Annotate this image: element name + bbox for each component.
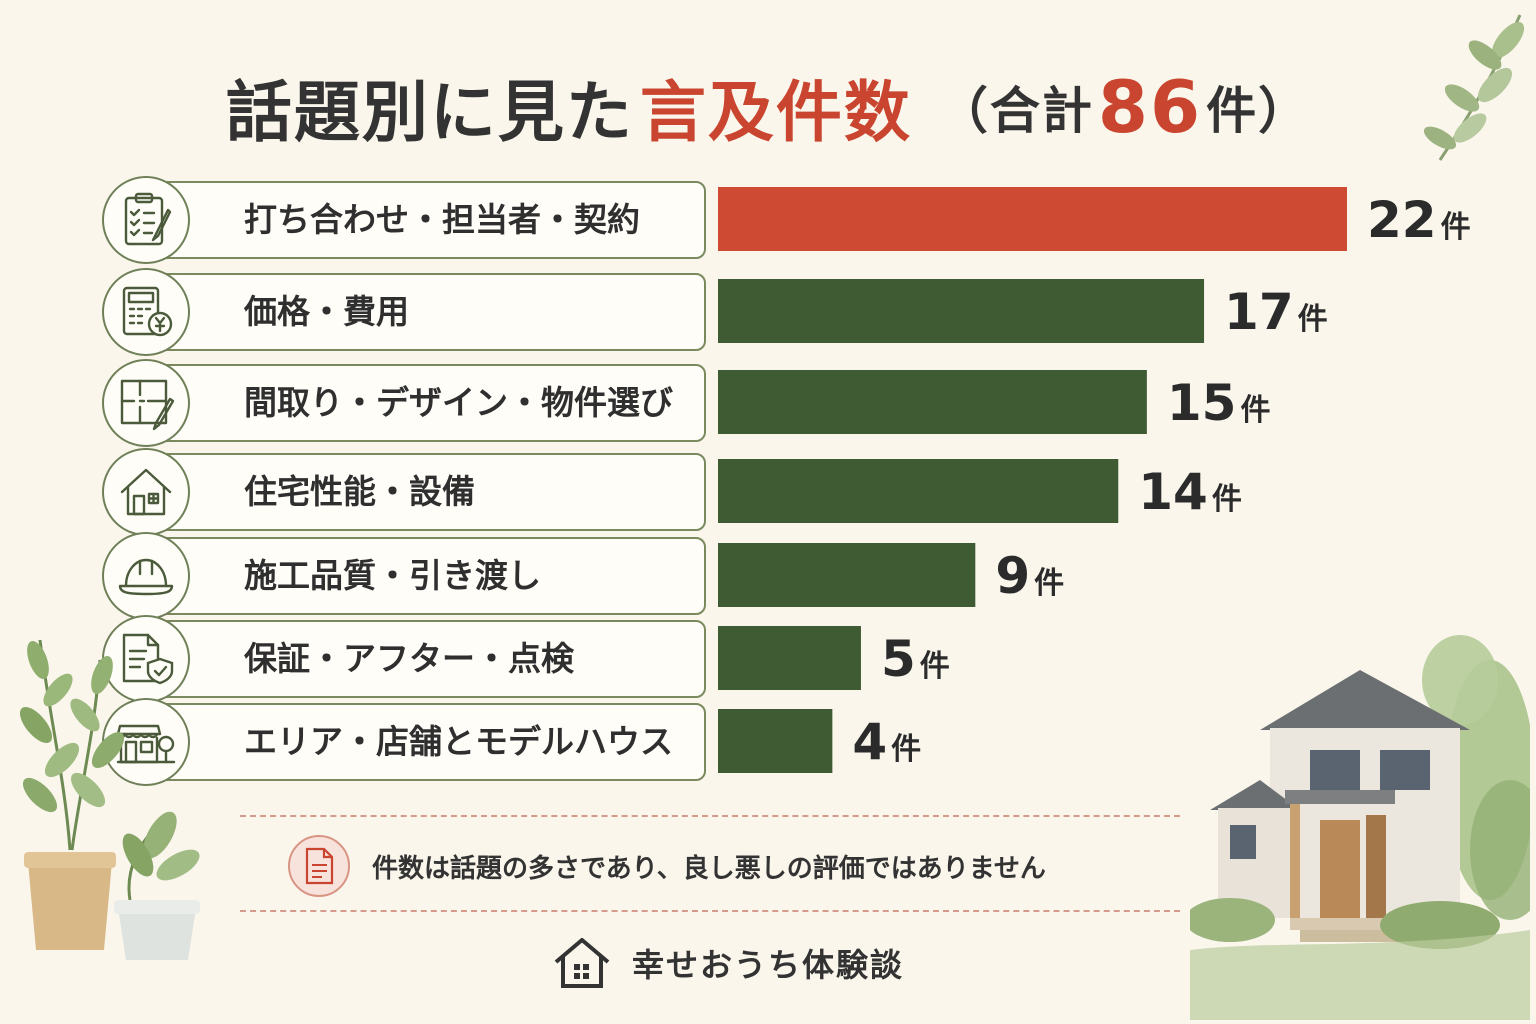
category-label: 住宅性能・設備 xyxy=(244,472,475,511)
bar xyxy=(718,459,1119,523)
category-label-box xyxy=(132,537,706,615)
bar xyxy=(718,279,1205,343)
brand: 幸せおうち体験談 xyxy=(552,930,904,996)
bar-chart: 22 件 17 件 15 件 14 件 9 件 5 件 4 件 xyxy=(718,187,1471,773)
potted-plant-icon xyxy=(19,639,200,960)
title-paren-close: 件） xyxy=(1206,82,1311,140)
brand-name: 幸せおうち体験談 xyxy=(632,946,905,984)
divider-bottom xyxy=(240,910,1180,912)
category-label: エリア・店舗とモデルハウス xyxy=(244,722,673,761)
category-label: 価格・費用 xyxy=(244,292,409,331)
bar xyxy=(718,709,833,773)
title-total: 86 xyxy=(1097,65,1203,149)
category-label: 保証・アフター・点検 xyxy=(244,639,574,678)
calculator-yen-icon xyxy=(102,268,190,356)
category-label-box xyxy=(132,620,706,698)
document-icon xyxy=(288,835,350,897)
bar xyxy=(718,187,1347,251)
chart-title: 話題別に見た 言及件数 （合計 86 件） xyxy=(0,52,1536,162)
disclaimer-text: 件数は話題の多さであり、良し悪しの評価ではありません xyxy=(372,853,1046,884)
house-icon xyxy=(554,938,610,988)
bar xyxy=(718,626,861,690)
clipboard-checklist-icon xyxy=(102,176,190,264)
category-label: 打ち合わせ・担当者・契約 xyxy=(244,200,640,239)
title-main: 話題別に見た xyxy=(225,74,634,151)
category-label: 間取り・デザイン・物件選び xyxy=(244,383,673,422)
floorplan-pencil-icon xyxy=(102,359,190,447)
value-label: 22 件 xyxy=(1367,191,1471,249)
bar xyxy=(718,370,1147,434)
house-illustration xyxy=(1190,635,1530,1020)
title-paren-open: （合計 xyxy=(937,82,1094,140)
leaf-branch-icon xyxy=(1423,14,1525,161)
value-label: 14 件 xyxy=(1138,463,1242,521)
disclaimer-note: 件数は話題の多さであり、良し悪しの評価ではありません xyxy=(288,834,1046,898)
divider-top xyxy=(240,815,1180,817)
category-label: 施工品質・引き渡し xyxy=(244,556,541,595)
category-label-box xyxy=(132,453,706,531)
category-label-box xyxy=(132,703,706,781)
value-label: 17 件 xyxy=(1224,283,1328,341)
category-label-box xyxy=(132,273,706,351)
value-label: 15 件 xyxy=(1167,374,1271,432)
document-shield-icon xyxy=(102,615,190,703)
bar xyxy=(718,543,976,607)
title-accent: 言及件数 xyxy=(639,74,912,151)
